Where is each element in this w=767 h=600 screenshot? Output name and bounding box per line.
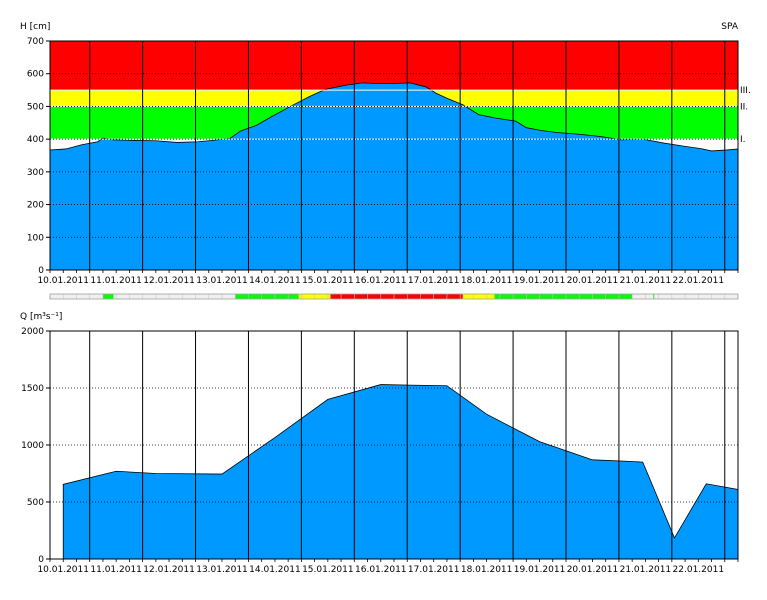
status-segment-green (102, 294, 114, 299)
x-tick-label: 11.01.2011 (90, 565, 142, 575)
x-tick-label: 14.01.2011 (249, 276, 301, 286)
x-tick-label: 14.01.2011 (249, 565, 301, 575)
x-tick-label: 21.01.2011 (620, 276, 672, 286)
station-label: SPA (721, 22, 739, 32)
x-tick-label: 17.01.2011 (408, 276, 460, 286)
status-segment-red (330, 294, 463, 299)
status-segment-green (235, 294, 299, 299)
y-axis-label: H [cm] (20, 22, 50, 32)
x-tick-label: 21.01.2011 (620, 565, 672, 575)
y-tick-label: 2000 (21, 327, 44, 337)
status-segment-empty (654, 294, 738, 299)
x-tick-label: 20.01.2011 (567, 565, 619, 575)
plot-frame (49, 40, 739, 271)
status-bar (49, 293, 739, 300)
y-tick-label: 500 (27, 498, 44, 508)
y-tick-label: 200 (27, 201, 44, 211)
y-tick-label: 300 (27, 168, 44, 178)
panel-0 (46, 40, 739, 273)
x-tick-label: 19.01.2011 (514, 276, 566, 286)
threshold-label: III. (740, 86, 751, 96)
threshold-label: II. (740, 102, 748, 112)
y-tick-label: 700 (27, 37, 44, 47)
y-tick-label: 0 (38, 266, 44, 276)
x-tick-label: 11.01.2011 (90, 276, 142, 286)
zone-red (50, 41, 738, 91)
series-area (62, 384, 739, 560)
y-tick-label: 100 (27, 233, 44, 243)
y-tick-label: 500 (27, 102, 44, 112)
y-tick-label: 1000 (21, 441, 44, 451)
x-tick-label: 18.01.2011 (461, 276, 513, 286)
x-tick-label: 13.01.2011 (196, 565, 248, 575)
status-segment-green (653, 294, 655, 299)
x-tick-label: 19.01.2011 (514, 565, 566, 575)
status-segment-empty (632, 294, 654, 299)
x-tick-label: 12.01.2011 (143, 276, 195, 286)
x-tick-label: 22.01.2011 (673, 565, 725, 575)
y-tick-label: 1500 (21, 384, 44, 394)
x-tick-label: 17.01.2011 (408, 565, 460, 575)
y-tick-label: 600 (27, 70, 44, 80)
x-tick-label: 15.01.2011 (302, 565, 354, 575)
y-tick-label: 0 (38, 555, 44, 565)
x-tick-label: 15.01.2011 (302, 276, 354, 286)
x-tick-label: 18.01.2011 (461, 565, 513, 575)
x-tick-label: 10.01.2011 (37, 276, 89, 286)
x-tick-label: 22.01.2011 (673, 276, 725, 286)
x-tick-label: 16.01.2011 (355, 276, 407, 286)
x-tick-label: 12.01.2011 (143, 565, 195, 575)
y-tick-label: 400 (27, 135, 44, 145)
threshold-label: I. (740, 135, 746, 145)
status-segment-empty (113, 294, 236, 299)
y-axis-label: Q [m³s⁻¹] (20, 312, 62, 322)
plot-frame (49, 330, 739, 560)
x-tick-label: 20.01.2011 (567, 276, 619, 286)
status-frame (49, 293, 739, 300)
status-segment-green (494, 294, 633, 299)
panel-2 (46, 330, 739, 562)
status-segment-yellow (462, 294, 495, 299)
x-tick-label: 10.01.2011 (37, 565, 89, 575)
x-tick-label: 13.01.2011 (196, 276, 248, 286)
x-tick-label: 16.01.2011 (355, 565, 407, 575)
